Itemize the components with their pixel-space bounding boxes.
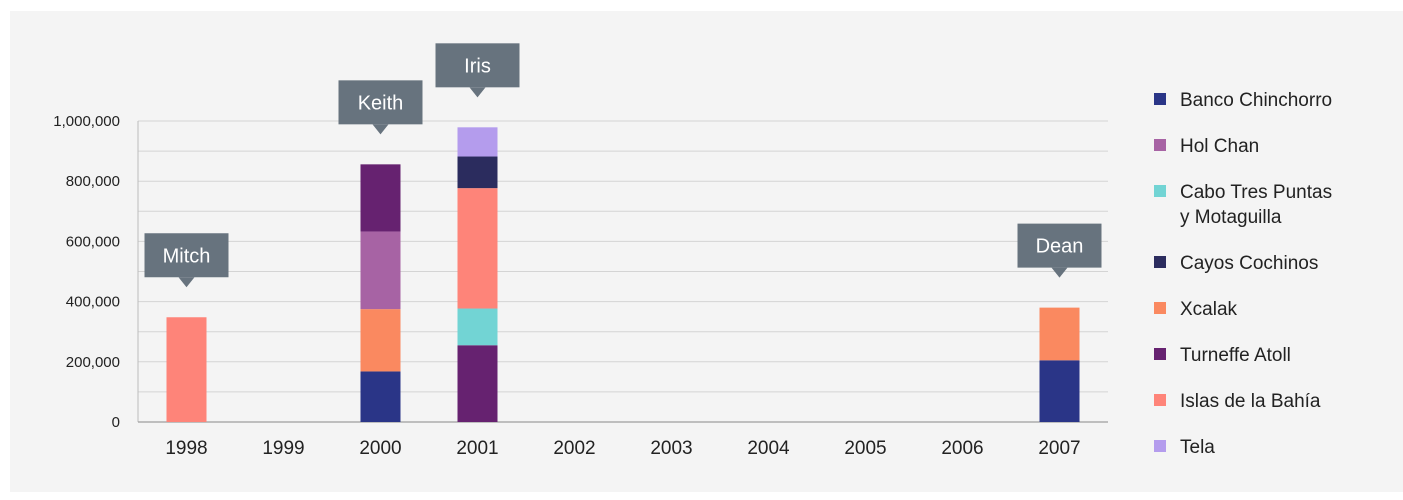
x-tick-label: 2005 [844,438,886,459]
legend-label: Islas de la Bahía [1180,391,1321,412]
axis-layer: 0 200,000 400,000 600,000 800,000 1,000,000 19… [53,113,1108,459]
callout-box [338,80,423,125]
legend-item-cayos-cochinos: Cayos Cochinos [1154,253,1318,274]
legend-label-line: Islas de la Bahía [1180,391,1321,412]
legend-item-cabo-tres-puntas-y-motaguilla: Cabo Tres Puntas y Motaguilla [1154,182,1332,228]
legend: Banco Chinchorro Hol Chan Cabo Tres Puntas… [1154,90,1332,458]
legend-label: Cayos Cochinos [1180,253,1318,274]
legend-label: Banco Chinchorro [1180,90,1332,111]
callout-pointer [469,87,486,98]
legend-swatch [1154,93,1166,105]
stacked-bar-chart: 0 200,000 400,000 600,000 800,000 1,000,000 19… [53,43,1332,459]
legend-label-line: Cayos Cochinos [1180,253,1318,274]
x-tick-label: 1998 [165,438,207,459]
legend-label-line: Cabo Tres Puntas [1180,182,1332,203]
bar-segment-2000-turneffe-atoll [360,164,401,232]
x-tick-label: 2006 [941,438,983,459]
legend-label-line: Banco Chinchorro [1180,90,1332,111]
bar-segment-2000-banco-chinchorro [360,371,401,422]
legend-label-line: Tela [1180,437,1215,458]
callout-dean: Dean [1017,223,1102,278]
x-tick-label: 2001 [456,438,498,459]
x-tick-label: 2002 [553,438,595,459]
bar-segment-2007-xcalak [1039,307,1080,361]
legend-label: Cabo Tres Puntas y Motaguilla [1180,182,1332,228]
callout-keith: Keith [338,80,423,135]
callout-iris: Iris [435,43,520,98]
callout-box [1017,223,1102,268]
legend-label-line: y Motaguilla [1180,207,1282,228]
callout-label: Dean [1036,236,1084,258]
legend-swatch [1154,348,1166,360]
bar-segment-2001-tela [457,127,498,157]
legend-label-line: Hol Chan [1180,136,1259,157]
callout-layer: Mitch Keith Iris Dean [144,43,1102,288]
legend-swatch [1154,394,1166,406]
callout-label: Iris [464,55,491,77]
legend-swatch [1154,256,1166,268]
y-tick-label: 400,000 [66,294,120,311]
legend-item-hol-chan: Hol Chan [1154,136,1259,157]
y-tick-label: 200,000 [66,354,120,371]
x-tick-label: 2000 [359,438,401,459]
legend-item-xcalak: Xcalak [1154,299,1238,320]
callout-box [144,233,229,278]
y-tick-label: 1,000,000 [53,113,120,130]
legend-label-line: Xcalak [1180,299,1238,320]
bar-segment-2001-cabo-tres-puntas-y-motaguilla [457,308,498,346]
bar-segment-2000-xcalak [360,309,401,372]
legend-item-banco-chinchorro: Banco Chinchorro [1154,90,1332,111]
legend-item-tela: Tela [1154,437,1215,458]
grid-layer [138,120,1108,393]
callout-box [435,43,520,88]
bar-segment-2001-cayos-cochinos [457,156,498,189]
x-tick-label: 2004 [747,438,790,459]
y-tick-label: 600,000 [66,233,120,250]
bar-segment-2000-hol-chan [360,231,401,310]
chart-panel: 0 200,000 400,000 600,000 800,000 1,000,000 19… [10,11,1403,492]
legend-swatch [1154,185,1166,197]
callout-pointer [372,124,389,135]
legend-label-line: Turneffe Atoll [1180,345,1291,366]
legend-swatch [1154,302,1166,314]
legend-swatch [1154,440,1166,452]
bar-segment-2001-islas-de-la-bahia [457,188,498,309]
bar-layer [166,127,1080,422]
callout-label: Mitch [163,245,211,267]
x-tick-label: 2003 [650,438,692,459]
x-tick-label: 1999 [262,438,304,459]
callout-pointer [178,277,195,288]
legend-label: Turneffe Atoll [1180,345,1291,366]
x-tick-label: 2007 [1038,438,1080,459]
callout-mitch: Mitch [144,233,229,288]
y-tick-label: 0 [112,414,120,431]
bar-segment-2001-turneffe-atoll [457,345,498,422]
legend-item-islas-de-la-bahia: Islas de la Bahía [1154,391,1321,412]
callout-pointer [1051,267,1068,278]
bar-segment-2007-banco-chinchorro [1039,360,1080,422]
legend-item-turneffe-atoll: Turneffe Atoll [1154,345,1291,366]
legend-label: Xcalak [1180,299,1238,320]
legend-label: Tela [1180,437,1215,458]
legend-swatch [1154,139,1166,151]
y-tick-label: 800,000 [66,173,120,190]
legend-label: Hol Chan [1180,136,1259,157]
callout-label: Keith [358,92,404,114]
bar-segment-1998-islas-de-la-bahia [166,317,207,422]
